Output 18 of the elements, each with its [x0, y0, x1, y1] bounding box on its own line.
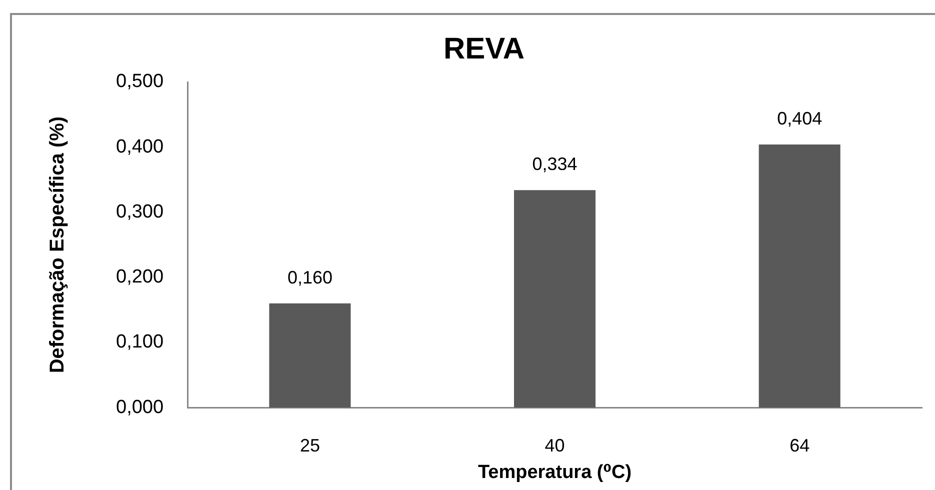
data-label: 0,334 — [532, 154, 578, 174]
y-tick-label: 0,400 — [116, 136, 164, 158]
x-tick-label: 40 — [544, 435, 565, 456]
y-tick-label: 0,200 — [116, 266, 164, 288]
x-tick-label: 25 — [300, 435, 320, 456]
x-tick-label: 64 — [790, 435, 810, 456]
x-axis-title: Temperatura (⁰C) — [478, 462, 632, 483]
bar — [269, 303, 351, 408]
data-label: 0,404 — [777, 108, 822, 128]
bar — [514, 190, 596, 408]
y-tick-label: 0,000 — [116, 396, 164, 418]
bar — [758, 144, 840, 408]
y-tick-label: 0,500 — [116, 71, 164, 92]
y-tick-label: 0,300 — [116, 201, 164, 222]
chart-title: REVA — [443, 32, 525, 66]
y-tick-label: 0,100 — [116, 332, 164, 353]
y-axis-title: Deformação Específica (%) — [46, 116, 69, 374]
data-label: 0,160 — [287, 267, 332, 288]
